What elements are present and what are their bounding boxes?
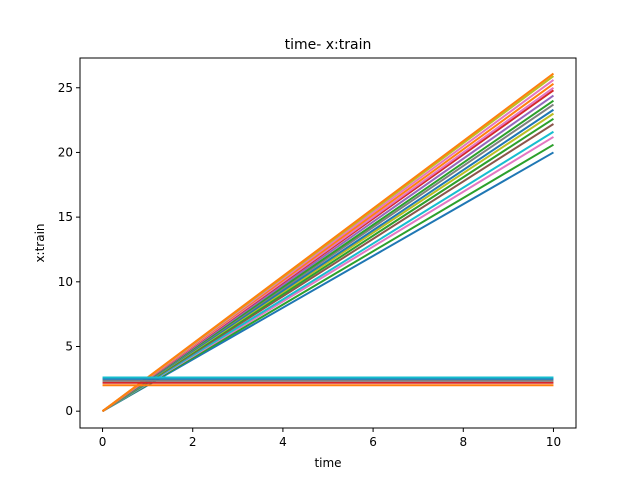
y-tick-label: 20 — [58, 145, 73, 159]
y-tick-label: 25 — [58, 81, 73, 95]
x-axis-label: time — [314, 456, 341, 470]
x-tick-label: 4 — [279, 435, 287, 449]
x-tick-label: 2 — [189, 435, 197, 449]
series-line-0-3 — [102, 130, 554, 413]
chart-title: time- x:train — [285, 37, 372, 53]
y-tick-label: 15 — [58, 210, 73, 224]
x-tick-label: 6 — [369, 435, 377, 449]
series-line-0-1 — [102, 143, 554, 413]
y-axis-ticks: 0 5 10 15 20 25 — [58, 81, 80, 418]
y-tick-label: 5 — [65, 339, 73, 353]
x-tick-label: 8 — [459, 435, 467, 449]
x-tick-label: 0 — [99, 435, 107, 449]
y-axis-label: x:train — [33, 223, 47, 262]
y-tick-label: 10 — [58, 275, 73, 289]
plot-frame — [79, 57, 577, 429]
x-axis-ticks: 0 2 4 6 8 10 — [99, 428, 561, 449]
series-line-0-16 — [101, 72, 555, 412]
x-tick-label: 10 — [546, 435, 561, 449]
series-line-0-0 — [102, 151, 554, 413]
y-tick-label: 0 — [65, 404, 73, 418]
plot-lines — [101, 72, 555, 413]
